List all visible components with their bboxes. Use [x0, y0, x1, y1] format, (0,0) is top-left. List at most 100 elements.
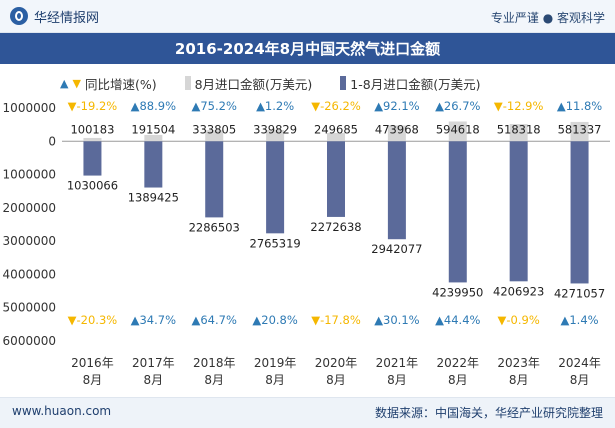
- growth-label-aug: ▲92.1%: [374, 99, 419, 113]
- growth-label-aug: ▲1.2%: [256, 99, 294, 113]
- x-tick-label-month: 8月: [326, 373, 346, 387]
- triangle-up-icon: ▲: [60, 76, 69, 90]
- data-label-ytd: 4271057: [554, 286, 605, 300]
- growth-label-ytd: ▲34.7%: [131, 313, 176, 327]
- growth-label-ytd: ▲20.8%: [252, 313, 297, 327]
- x-tick-label-month: 8月: [83, 373, 103, 387]
- data-label-ytd: 4206923: [493, 284, 544, 298]
- brand[interactable]: 华经情报网: [10, 6, 99, 26]
- x-tick-label-month: 8月: [448, 373, 468, 387]
- chart-plot: 1000000 0 1000000 2000000 3000000 4000000 5000…: [3, 99, 610, 387]
- legend-aug-swatch: [184, 76, 191, 90]
- tagline: 专业严谨 ● 客观科学: [490, 11, 605, 25]
- growth-label-aug: ▼-12.9%: [494, 99, 544, 113]
- data-label-ytd: 2942077: [371, 242, 422, 256]
- y-tick-label: 0: [48, 134, 56, 148]
- footer-url[interactable]: www.huaon.com: [12, 404, 112, 418]
- x-tick-label-year: 2023年: [497, 356, 540, 370]
- bar-ytd: [570, 141, 589, 284]
- legend-growth: ▲ ▼ 同比增速(%): [60, 74, 157, 93]
- x-tick-label-month: 8月: [144, 373, 164, 387]
- data-label-ytd: 2272638: [310, 220, 361, 234]
- legend-ytd-label: 1-8月进口金额(万美元): [350, 76, 481, 92]
- growth-label-aug: ▲88.9%: [131, 99, 176, 113]
- x-tick-label-year: 2019年: [254, 356, 297, 370]
- x-tick-label-month: 8月: [509, 373, 529, 387]
- data-label-aug: 581337: [558, 122, 602, 136]
- legend-ytd-swatch: [340, 76, 347, 90]
- y-tick-label: 4000000: [3, 267, 56, 281]
- growth-label-ytd: ▼-17.8%: [311, 313, 361, 327]
- x-tick-label-year: 2017年: [132, 356, 175, 370]
- data-label-ytd: 4239950: [432, 285, 483, 299]
- bar-ytd: [144, 141, 163, 188]
- footer-source: 数据来源：中国海关，华经产业研究院整理: [374, 406, 603, 420]
- x-tick-label-month: 8月: [265, 373, 285, 387]
- x-tick-label-month: 8月: [204, 373, 224, 387]
- bar-aug: [509, 124, 528, 142]
- x-tick-label-month: 8月: [387, 373, 407, 387]
- bar-ytd: [387, 141, 406, 240]
- legend-aug-label: 8月进口金额(万美元): [194, 76, 313, 92]
- growth-label-aug: ▲75.2%: [192, 99, 237, 113]
- bar-ytd: [83, 141, 102, 176]
- growth-label-ytd: ▼-20.3%: [68, 313, 118, 327]
- data-label-aug: 594618: [436, 122, 480, 136]
- y-tick-label: 2000000: [3, 201, 56, 215]
- growth-label-aug: ▲26.7%: [435, 99, 480, 113]
- data-label-ytd: 1389425: [128, 191, 179, 205]
- bar-aug: [205, 130, 224, 142]
- bar-aug: [570, 121, 589, 142]
- growth-label-ytd: ▲44.4%: [435, 313, 480, 327]
- x-tick-label-year: 2018年: [193, 356, 236, 370]
- bar-aug: [266, 129, 285, 142]
- x-tick-label-year: 2024年: [558, 356, 601, 370]
- y-tick-label: 5000000: [3, 301, 56, 315]
- x-tick-label-year: 2022年: [437, 356, 480, 370]
- data-label-ytd: 1030066: [67, 179, 118, 193]
- growth-label-aug: ▼-26.2%: [311, 99, 361, 113]
- data-label-ytd: 2286503: [189, 220, 240, 234]
- x-tick-label-year: 2021年: [376, 356, 419, 370]
- bar-aug: [327, 132, 345, 142]
- data-label-aug: 518318: [497, 122, 541, 136]
- y-tick-label: 1000000: [3, 168, 56, 182]
- data-label-aug: 249685: [314, 122, 358, 136]
- triangle-down-icon: ▼: [72, 76, 81, 90]
- x-tick-label-year: 2020年: [315, 356, 358, 370]
- data-label-ytd: 2765319: [250, 236, 301, 250]
- growth-label-aug: ▼-19.2%: [68, 99, 118, 113]
- logo-icon: [10, 7, 28, 25]
- data-label-aug: 191504: [131, 122, 175, 136]
- data-label-aug: 333805: [192, 122, 236, 136]
- chart-title: 2016-2024年8月中国天然气进口金额: [0, 33, 615, 64]
- legend-growth-label: 同比增速(%): [84, 76, 157, 92]
- bar-aug: [448, 121, 467, 142]
- growth-label-ytd: ▲30.1%: [374, 313, 419, 327]
- y-tick-label: 1000000: [3, 101, 56, 115]
- bar-ytd: [509, 141, 528, 282]
- footer: www.huaon.com 数据来源：中国海关，华经产业研究院整理: [0, 397, 615, 428]
- growth-label-ytd: ▲1.4%: [561, 313, 599, 327]
- bar-ytd: [448, 141, 467, 283]
- data-label-aug: 473968: [375, 122, 419, 136]
- brand-name: 华经情报网: [34, 10, 100, 26]
- x-tick-label-month: 8月: [570, 373, 590, 387]
- data-label-aug: 100183: [70, 122, 114, 136]
- growth-label-aug: ▲11.8%: [557, 99, 602, 113]
- data-label-aug: 339829: [253, 122, 297, 136]
- top-header: 华经情报网 专业严谨 ● 客观科学: [0, 0, 615, 33]
- growth-label-ytd: ▲64.7%: [192, 313, 237, 327]
- y-tick-label: 3000000: [3, 234, 56, 248]
- chart-legend: ▲ ▼ 同比增速(%) 8月进口金额(万美元) 1-8月进口金额(万美元): [60, 73, 615, 93]
- y-tick-label: 6000000: [3, 334, 56, 348]
- x-tick-label-year: 2016年: [71, 356, 114, 370]
- bar-aug: [144, 134, 163, 142]
- bar-ytd: [327, 141, 345, 217]
- legend-aug: 8月进口金额(万美元): [184, 74, 313, 93]
- bar-ytd: [266, 141, 285, 234]
- growth-label-ytd: ▼-0.9%: [498, 313, 540, 327]
- bar-ytd: [205, 141, 224, 218]
- bar-aug: [83, 137, 102, 142]
- bar-aug: [387, 125, 406, 142]
